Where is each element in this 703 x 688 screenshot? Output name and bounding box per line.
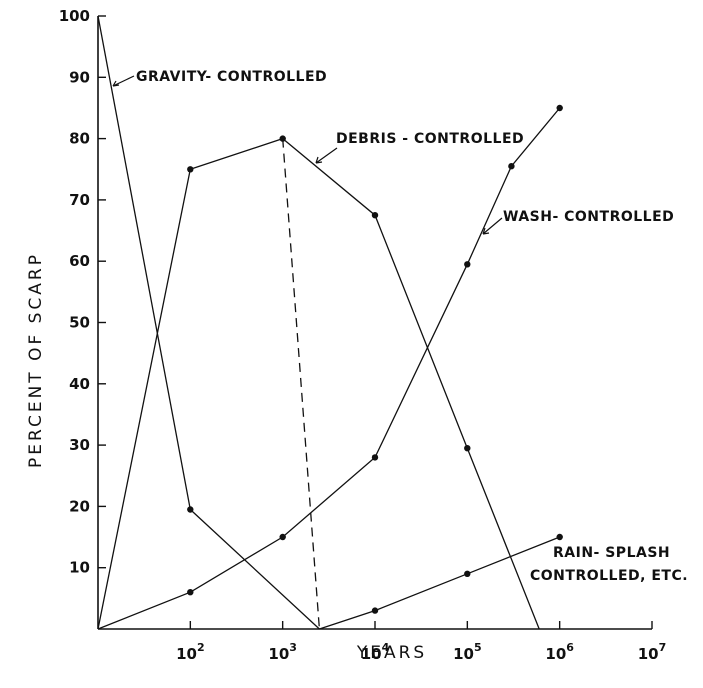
data-point (187, 506, 194, 513)
data-point (464, 261, 471, 268)
data-point (371, 454, 379, 461)
y-tick-label: 30 (69, 436, 90, 454)
data-point (464, 445, 471, 452)
y-tick-label: 40 (69, 375, 90, 393)
x-tick-label: 103 (268, 641, 297, 663)
y-tick-label: 70 (69, 191, 90, 209)
data-point (371, 212, 379, 219)
rain-splash-label-line1: RAIN- SPLASH (553, 545, 670, 561)
data-point (279, 533, 286, 541)
y-tick-label: 100 (59, 7, 90, 25)
x-tick-label: 104 (361, 641, 390, 663)
data-point (464, 570, 471, 577)
data-point (371, 607, 379, 614)
series-line-2 (97, 107, 561, 630)
x-tick-label: 102 (176, 641, 205, 663)
series-line-0 (97, 15, 320, 630)
wash-arrow (482, 217, 503, 235)
y-tick-label: 80 (69, 130, 90, 148)
data-point (556, 104, 563, 112)
data-point (279, 135, 286, 142)
data-point (508, 163, 515, 170)
data-point (187, 166, 194, 173)
y-axis-title: PERCENT OF SCARP (26, 252, 46, 468)
gravity-label: GRAVITY- CONTROLLED (136, 69, 327, 85)
series-points (187, 104, 563, 614)
series-line-3 (319, 536, 560, 630)
gravity-arrow (112, 75, 135, 87)
x-tick-label: 106 (545, 641, 574, 663)
x-tick-label: 107 (638, 641, 667, 663)
axes (97, 16, 652, 630)
y-ticks: 10 20 30 40 50 60 70 80 90 100 (59, 7, 106, 577)
wash-label: WASH- CONTROLLED (503, 209, 674, 225)
x-tick-label: 105 (453, 641, 482, 663)
y-tick-label: 90 (69, 68, 90, 86)
debris-arrow (315, 147, 338, 164)
y-tick-label: 20 (69, 497, 90, 515)
series-line-1 (97, 137, 540, 630)
dashed-connector (282, 138, 321, 630)
debris-label: DEBRIS - CONTROLLED (336, 131, 524, 147)
x-axis-title: YEARS (356, 643, 427, 663)
data-point (187, 589, 194, 596)
y-tick-label: 50 (69, 314, 90, 332)
y-tick-label: 10 (69, 559, 90, 577)
y-tick-label: 60 (69, 252, 90, 270)
rain-splash-label-line2: CONTROLLED, ETC. (530, 568, 688, 584)
data-point (556, 533, 563, 541)
series-lines (97, 15, 561, 630)
x-ticks: 102 103 104 105 106 107 (176, 621, 666, 663)
